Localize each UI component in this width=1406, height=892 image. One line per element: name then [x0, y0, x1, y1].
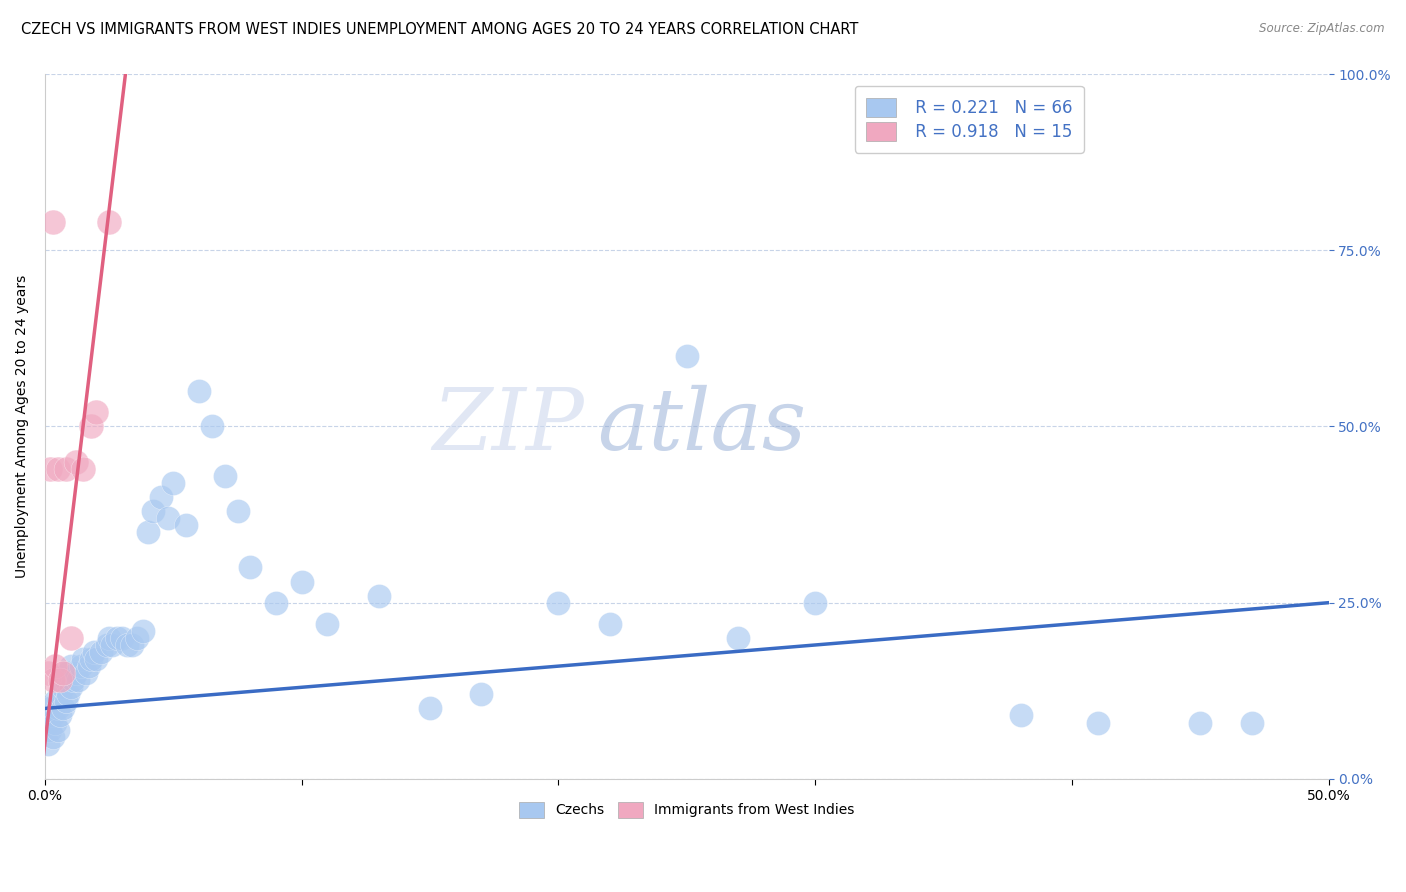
Point	[80, 652, 103, 666]
Point	[65, 666, 87, 681]
Point	[470, 687, 492, 701]
Point	[86, 652, 108, 666]
Point	[59, 659, 82, 673]
Point	[65, 455, 87, 469]
Point	[111, 631, 134, 645]
Point	[264, 596, 287, 610]
Point	[90, 645, 112, 659]
Point	[49, 687, 72, 701]
Point	[41, 673, 63, 688]
Point	[55, 462, 77, 476]
Point	[72, 462, 94, 476]
Point	[142, 504, 165, 518]
Point	[37, 666, 59, 681]
Point	[41, 730, 63, 744]
Point	[419, 701, 441, 715]
Point	[83, 645, 105, 659]
Text: atlas: atlas	[598, 385, 806, 467]
Text: CZECH VS IMMIGRANTS FROM WEST INDIES UNEMPLOYMENT AMONG AGES 20 TO 24 YEARS CORR: CZECH VS IMMIGRANTS FROM WEST INDIES UNE…	[21, 22, 859, 37]
Point	[162, 475, 184, 490]
Point	[77, 659, 100, 673]
Point	[56, 666, 79, 681]
Point	[1087, 715, 1109, 730]
Point	[127, 631, 149, 645]
Point	[367, 589, 389, 603]
Point	[59, 680, 82, 694]
Point	[188, 384, 211, 399]
Point	[44, 659, 66, 673]
Point	[105, 631, 128, 645]
Point	[214, 468, 236, 483]
Point	[226, 504, 249, 518]
Y-axis label: Unemployment Among Ages 20 to 24 years: Unemployment Among Ages 20 to 24 years	[15, 275, 30, 578]
Point	[72, 652, 94, 666]
Point	[115, 638, 138, 652]
Legend: Czechs, Immigrants from West Indies: Czechs, Immigrants from West Indies	[512, 795, 862, 825]
Point	[98, 631, 121, 645]
Point	[62, 673, 84, 688]
Point	[59, 631, 82, 645]
Point	[98, 215, 121, 229]
Point	[52, 666, 75, 681]
Point	[46, 723, 69, 737]
Point	[41, 215, 63, 229]
Point	[70, 659, 93, 673]
Point	[239, 560, 262, 574]
Point	[55, 694, 77, 708]
Point	[37, 737, 59, 751]
Point	[547, 596, 569, 610]
Point	[41, 708, 63, 723]
Point	[75, 666, 97, 681]
Point	[291, 574, 314, 589]
Point	[67, 673, 90, 688]
Point	[44, 715, 66, 730]
Point	[131, 624, 153, 638]
Point	[316, 616, 339, 631]
Point	[49, 708, 72, 723]
Point	[121, 638, 143, 652]
Point	[52, 680, 75, 694]
Point	[599, 616, 621, 631]
Point	[100, 638, 122, 652]
Point	[727, 631, 749, 645]
Point	[136, 525, 159, 540]
Point	[80, 419, 103, 434]
Point	[201, 419, 224, 434]
Point	[174, 518, 197, 533]
Point	[1010, 708, 1032, 723]
Point	[86, 405, 108, 419]
Point	[149, 490, 172, 504]
Point	[157, 511, 180, 525]
Point	[1240, 715, 1263, 730]
Point	[52, 701, 75, 715]
Point	[39, 462, 62, 476]
Point	[49, 673, 72, 688]
Text: Source: ZipAtlas.com: Source: ZipAtlas.com	[1260, 22, 1385, 36]
Point	[96, 638, 118, 652]
Point	[56, 687, 79, 701]
Point	[46, 462, 69, 476]
Point	[44, 694, 66, 708]
Text: ZIP: ZIP	[432, 385, 583, 467]
Point	[39, 701, 62, 715]
Point	[37, 715, 59, 730]
Point	[804, 596, 827, 610]
Point	[39, 723, 62, 737]
Point	[675, 349, 697, 363]
Point	[55, 673, 77, 688]
Point	[1189, 715, 1212, 730]
Point	[46, 701, 69, 715]
